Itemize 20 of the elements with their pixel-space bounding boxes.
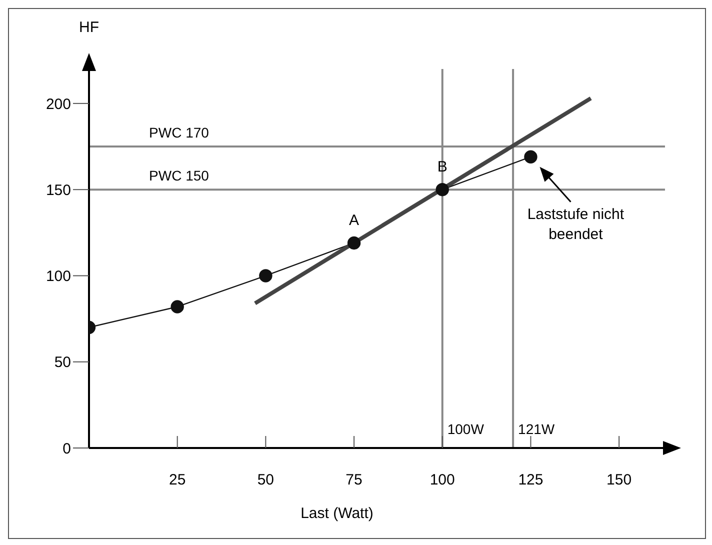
x-tick-label: 125 <box>518 472 544 489</box>
x-tick-label: 100 <box>430 472 455 489</box>
ref-line-label: 121W <box>518 421 556 437</box>
annotation: B <box>437 158 448 176</box>
y-axis-title: HF <box>78 19 100 36</box>
annotation: A <box>349 212 360 229</box>
y-tick-label: 200 <box>46 96 71 113</box>
y-tick-label: 50 <box>54 354 71 372</box>
ref-line-label: PWC 170 <box>149 124 210 141</box>
y-tick-label: 0 <box>62 440 71 458</box>
y-tick-label: 150 <box>46 182 71 199</box>
ref-line-label: PWC 150 <box>149 168 210 184</box>
x-tick-label: 150 <box>606 472 632 489</box>
annotation: Laststufe nicht beendet <box>526 204 626 245</box>
x-tick-label: 50 <box>257 472 274 489</box>
x-tick-label: 75 <box>346 472 362 489</box>
x-axis-title: Last (Watt) <box>300 505 374 522</box>
x-tick-label: 25 <box>169 472 186 489</box>
y-tick-label: 100 <box>46 268 71 286</box>
ref-line-label: 100W <box>447 421 485 437</box>
